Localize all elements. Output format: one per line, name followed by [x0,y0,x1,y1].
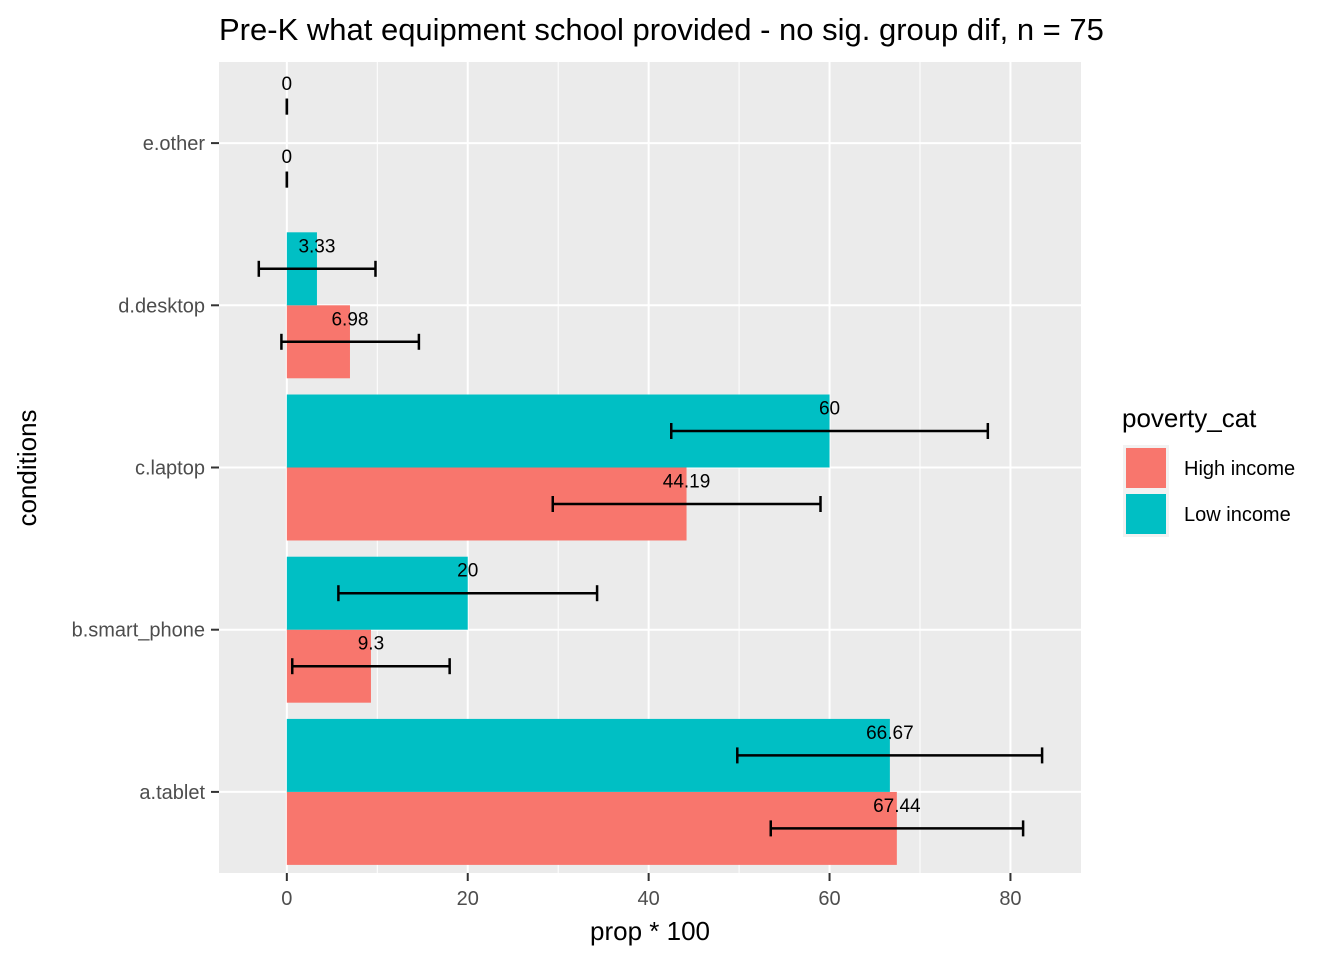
x-axis: 0 20 40 60 80 [281,873,1022,910]
data-label-high-income: 0 [282,147,293,168]
y-tick-label: a.tablet [139,782,205,804]
legend-swatch [1126,448,1166,488]
y-tick-label: d.desktop [118,295,205,317]
data-labels: 67.44 9.3 44.19 6.98 0 66.67 20 60 3.33 0 [282,74,921,817]
data-label-high-income: 44.19 [663,472,711,493]
x-axis-label: prop * 100 [590,916,710,946]
bars [286,232,897,865]
x-tick-label: 40 [638,888,660,910]
y-axis-label: conditions [12,409,42,526]
x-tick-label: 0 [281,888,292,910]
data-label-high-income: 6.98 [331,309,368,330]
legend: poverty_cat High income Low income [1122,403,1295,537]
error-bars [257,98,1044,837]
legend-swatch [1126,494,1166,534]
y-tick-label: b.smart_phone [72,620,205,642]
x-tick-label: 80 [999,888,1021,910]
y-axis: a.tablet b.smart_phone c.laptop d.desktop e.… [72,133,219,804]
data-label-low-income: 0 [282,74,293,95]
data-label-low-income: 60 [819,399,840,420]
chart-title: Pre-K what equipment school provided - n… [219,12,1104,47]
x-tick-label: 60 [818,888,840,910]
legend-label: High income [1184,458,1295,480]
data-label-low-income: 3.33 [298,236,335,257]
x-tick-label: 20 [457,888,479,910]
data-label-high-income: 9.3 [358,634,384,655]
legend-label: Low income [1184,504,1291,526]
data-label-high-income: 67.44 [873,796,921,817]
data-label-low-income: 66.67 [866,723,914,744]
y-tick-label: c.laptop [135,458,205,480]
legend-title: poverty_cat [1122,403,1257,433]
data-label-low-income: 20 [457,561,478,582]
y-tick-label: e.other [143,133,206,155]
